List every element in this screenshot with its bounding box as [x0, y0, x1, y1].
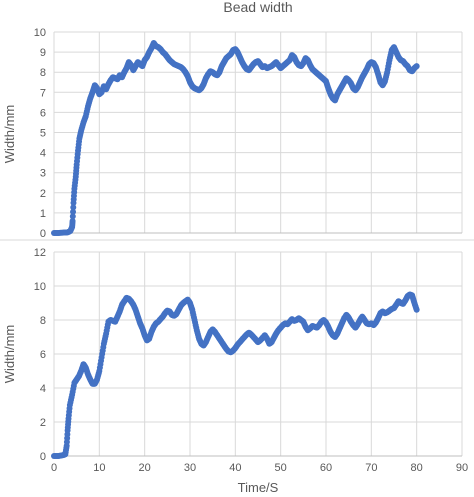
y-tick-label: 5: [40, 128, 46, 140]
x-tick-label: 20: [139, 462, 151, 474]
chart-bead-width-top: Bead width 0 1 2 3 4 5 6 7 8 9 10 Width/mm: [2, 0, 463, 240]
x-axis-label: Time/S: [238, 480, 279, 495]
y-tick-label: 8: [40, 67, 46, 79]
y-axis-label: Width/mm: [2, 325, 17, 384]
y-tick-label: 0: [40, 228, 46, 240]
y-tick-label: 6: [40, 349, 46, 361]
y-axis-label: Width/mm: [2, 105, 17, 164]
y-tick-label: 4: [40, 383, 46, 395]
y-tick-label: 6: [40, 107, 46, 119]
data-points: [51, 40, 420, 236]
x-tick-label: 40: [229, 462, 241, 474]
x-tick-label: 10: [93, 462, 105, 474]
y-tick-label: 9: [40, 47, 46, 59]
y-tick-label: 2: [40, 188, 46, 200]
x-tick-label: 80: [411, 462, 423, 474]
gridlines: [53, 31, 463, 234]
y-tick-label: 4: [40, 148, 46, 160]
data-point: [70, 204, 77, 211]
chart-bead-width-bottom: 0 2 4 6 8 10 12 0 10 20 30 40 50 60 70 80 90 Width/mm Ti…: [2, 247, 468, 495]
data-point: [413, 63, 420, 70]
y-tick-label: 7: [40, 87, 46, 99]
data-point: [69, 213, 76, 220]
tick-labels: 0 2 4 6 8 10 12 0 10 20 30 40 50 60 70 80 90: [34, 247, 468, 474]
chart-title: Bead width: [223, 0, 292, 15]
gridlines: [53, 251, 463, 457]
y-tick-label: 1: [40, 208, 46, 220]
x-tick-label: 50: [275, 462, 287, 474]
y-tick-label: 10: [34, 27, 46, 39]
data-point: [69, 217, 76, 224]
y-tick-label: 3: [40, 168, 46, 180]
y-tick-label: 8: [40, 315, 46, 327]
x-tick-label: 0: [51, 462, 57, 474]
y-tick-label: 10: [34, 281, 46, 293]
x-tick-label: 70: [365, 462, 377, 474]
x-tick-label: 60: [320, 462, 332, 474]
y-tick-label: 0: [40, 451, 46, 463]
data-points: [51, 291, 420, 459]
y-tick-label: 12: [34, 247, 46, 259]
data-point: [70, 208, 77, 215]
x-tick-label: 90: [456, 462, 468, 474]
y-tick-label: 2: [40, 417, 46, 429]
x-tick-label: 30: [184, 462, 196, 474]
tick-labels: 0 1 2 3 4 5 6 7 8 9 10: [34, 27, 46, 240]
data-point: [413, 306, 420, 313]
